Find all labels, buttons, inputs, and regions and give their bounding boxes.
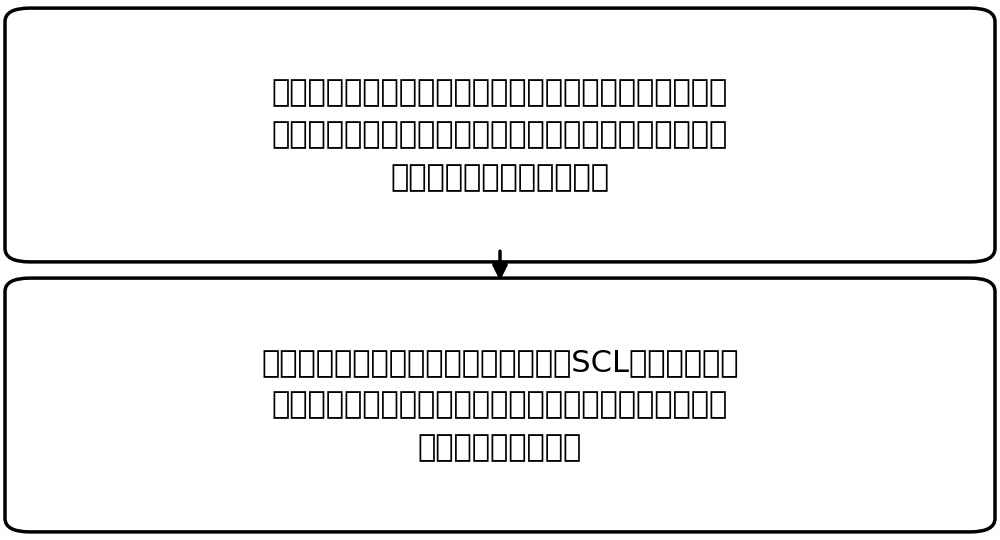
FancyBboxPatch shape	[5, 8, 995, 262]
Text: 用格雷码的结构构造一种特殊的极化信道编码方法，并将
这种信道编码方法应用于无线随钻测量系统井下仪器的信
道编码模块中进行编码工作: 用格雷码的结构构造一种特殊的极化信道编码方法，并将 这种信道编码方法应用于无线随…	[272, 78, 728, 192]
Text: 将与步前一步骤信道编码方法相对应的SCL算法应用于无
线随钻测量系统地面仪器的译码模块中，以对译码模块接
收到的信息进行解码: 将与步前一步骤信道编码方法相对应的SCL算法应用于无 线随钻测量系统地面仪器的译…	[261, 348, 739, 462]
FancyBboxPatch shape	[5, 278, 995, 532]
